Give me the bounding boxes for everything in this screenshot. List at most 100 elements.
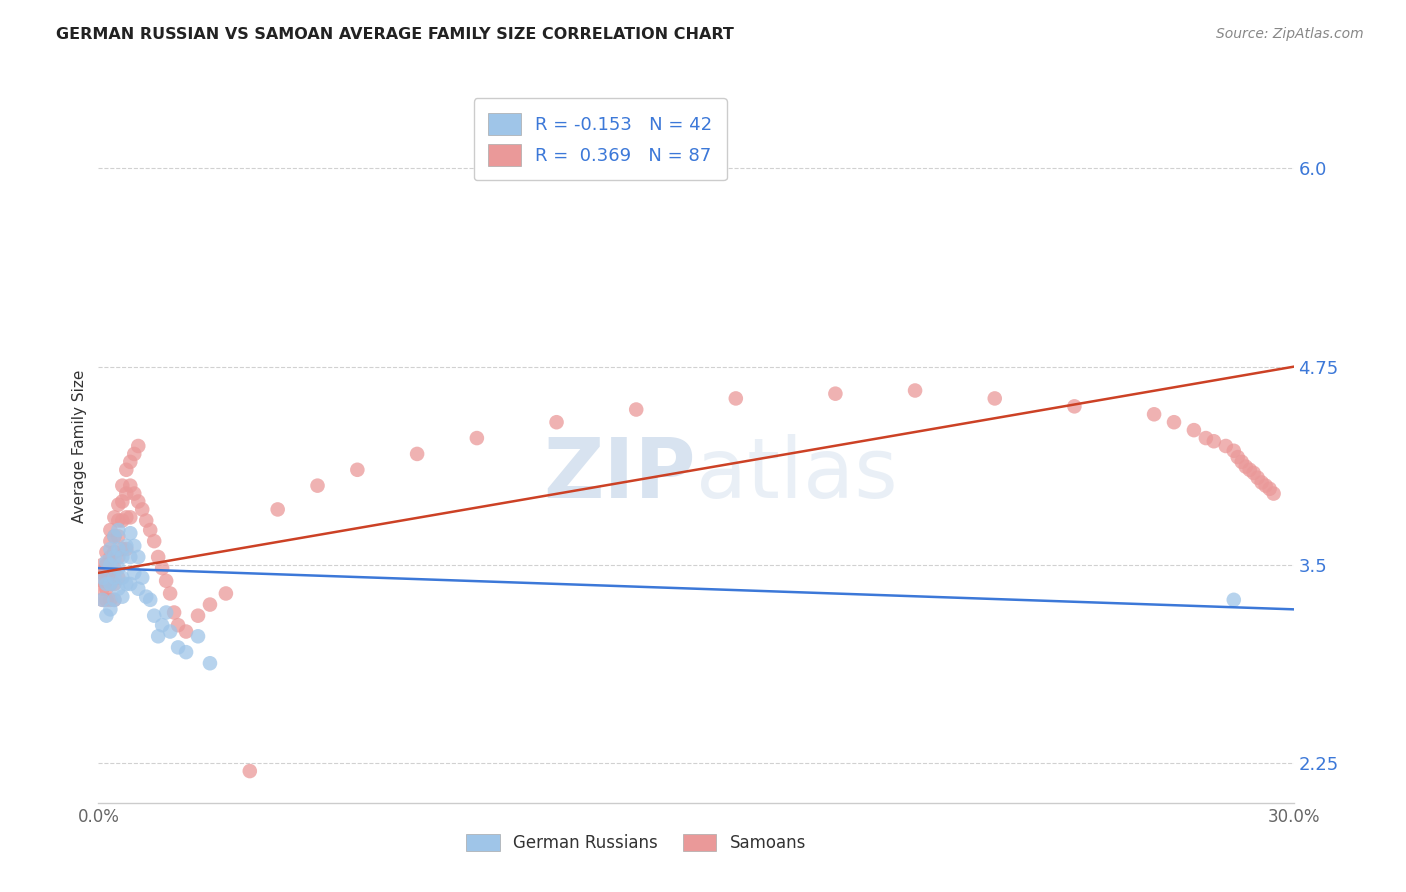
Point	[131, 571, 153, 585]
Point	[1239, 463, 1261, 477]
Point	[824, 386, 846, 401]
Point	[139, 523, 162, 537]
Point	[155, 574, 177, 588]
Point	[98, 549, 122, 564]
Point	[984, 392, 1007, 406]
Point	[124, 566, 146, 580]
Point	[98, 566, 122, 580]
Point	[155, 606, 177, 620]
Point	[346, 463, 368, 477]
Point	[103, 545, 125, 559]
Point	[127, 439, 149, 453]
Point	[1263, 486, 1285, 500]
Point	[103, 592, 125, 607]
Point	[1195, 431, 1218, 445]
Point	[465, 431, 488, 445]
Point	[111, 590, 134, 604]
Point	[91, 582, 114, 596]
Point	[115, 486, 138, 500]
Point	[1247, 471, 1270, 485]
Point	[150, 618, 173, 632]
Point	[107, 542, 129, 557]
Point	[115, 542, 138, 557]
Point	[174, 624, 197, 639]
Point	[127, 549, 149, 564]
Point	[1226, 450, 1249, 464]
Point	[167, 618, 190, 632]
Point	[96, 545, 118, 559]
Point	[103, 571, 125, 585]
Point	[406, 447, 429, 461]
Point	[103, 529, 125, 543]
Point	[111, 542, 134, 557]
Point	[91, 558, 114, 572]
Point	[98, 558, 122, 572]
Point	[98, 602, 122, 616]
Point	[1182, 423, 1205, 437]
Point	[267, 502, 290, 516]
Point	[124, 486, 146, 500]
Point	[1234, 459, 1257, 474]
Point	[91, 566, 114, 580]
Point	[96, 577, 118, 591]
Point	[98, 523, 122, 537]
Point	[546, 415, 568, 429]
Point	[98, 577, 122, 591]
Y-axis label: Average Family Size: Average Family Size	[72, 369, 87, 523]
Point	[96, 582, 118, 596]
Point	[307, 478, 329, 492]
Point	[115, 510, 138, 524]
Point	[115, 577, 138, 591]
Text: GERMAN RUSSIAN VS SAMOAN AVERAGE FAMILY SIZE CORRELATION CHART: GERMAN RUSSIAN VS SAMOAN AVERAGE FAMILY …	[56, 27, 734, 42]
Point	[215, 586, 238, 600]
Point	[187, 629, 209, 643]
Point	[96, 558, 118, 572]
Legend: German Russians, Samoans: German Russians, Samoans	[460, 827, 813, 859]
Point	[98, 577, 122, 591]
Point	[91, 571, 114, 585]
Point	[115, 463, 138, 477]
Point	[103, 529, 125, 543]
Point	[91, 574, 114, 588]
Point	[120, 526, 142, 541]
Point	[107, 561, 129, 575]
Point	[91, 592, 114, 607]
Point	[239, 764, 262, 778]
Point	[103, 549, 125, 564]
Point	[103, 510, 125, 524]
Point	[96, 574, 118, 588]
Point	[103, 561, 125, 575]
Point	[131, 502, 153, 516]
Point	[1223, 592, 1246, 607]
Point	[98, 542, 122, 557]
Point	[135, 514, 157, 528]
Point	[111, 478, 134, 492]
Point	[150, 561, 173, 575]
Point	[1254, 478, 1277, 492]
Point	[120, 549, 142, 564]
Point	[1230, 455, 1253, 469]
Point	[124, 447, 146, 461]
Point	[111, 549, 134, 564]
Point	[107, 523, 129, 537]
Point	[111, 571, 134, 585]
Point	[1250, 475, 1272, 490]
Point	[163, 606, 186, 620]
Point	[120, 455, 142, 469]
Point	[904, 384, 927, 398]
Point	[148, 629, 170, 643]
Point	[120, 478, 142, 492]
Point	[96, 566, 118, 580]
Point	[107, 529, 129, 543]
Point	[1243, 466, 1265, 480]
Point	[1258, 482, 1281, 496]
Point	[148, 549, 170, 564]
Point	[724, 392, 747, 406]
Text: atlas: atlas	[696, 434, 897, 515]
Point	[139, 592, 162, 607]
Point	[159, 624, 181, 639]
Point	[174, 645, 197, 659]
Point	[107, 571, 129, 585]
Point	[626, 402, 648, 417]
Point	[107, 582, 129, 596]
